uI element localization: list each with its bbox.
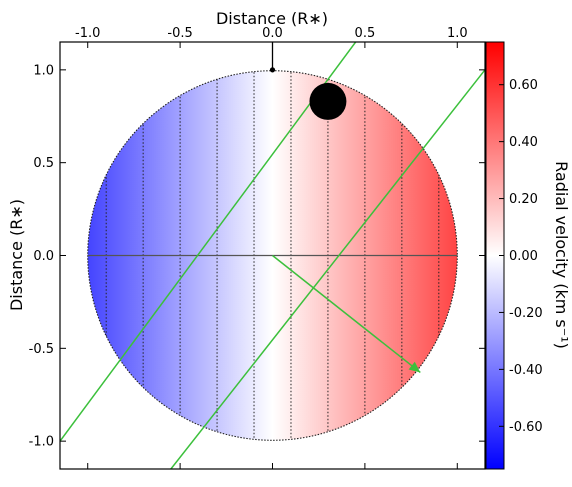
y-tick-label: 1.0 — [33, 63, 54, 78]
stellar-spin-axis-base — [269, 67, 276, 73]
y-axis-ticks: 1.0 0.5 0.0 -0.5 -1.0 — [29, 63, 485, 450]
x-axis-title: Distance (R∗) — [216, 9, 328, 28]
overlay-layer — [60, 42, 485, 469]
x-tick-label: -1.0 — [75, 26, 100, 41]
colorbar-tick-label: 0.40 — [509, 135, 538, 150]
y-axis-title: Distance (R∗) — [7, 199, 26, 311]
x-axis-ticks: -1.0 -0.5 0.0 0.5 1.0 — [75, 26, 468, 469]
colorbar-tick-label: -0.20 — [509, 306, 543, 321]
planet — [309, 82, 347, 120]
x-tick-label: 0.5 — [355, 26, 376, 41]
y-tick-label: 0.5 — [33, 156, 54, 171]
x-tick-label: 0.0 — [262, 26, 283, 41]
colorbar-tick-label: 0.60 — [509, 78, 538, 93]
orbit-arrow-head — [408, 361, 421, 373]
y-tick-label: 0.0 — [33, 249, 54, 264]
colorbar-tick-label: 0.00 — [509, 249, 538, 264]
x-tick-label: -0.5 — [167, 26, 192, 41]
transit-chord-line — [170, 69, 485, 469]
colorbar-label: Radial velocity (km s⁻¹) — [552, 161, 571, 349]
colorbar-tick-label: -0.60 — [509, 420, 543, 435]
x-tick-label: 1.0 — [447, 26, 468, 41]
y-tick-label: -0.5 — [29, 342, 54, 357]
y-tick-label: -1.0 — [29, 435, 54, 450]
orbit-direction-arrow — [272, 254, 421, 374]
colorbar-tick-label: 0.20 — [509, 192, 538, 207]
transit-chord-line — [60, 42, 357, 442]
colorbar-ticks: 0.60 0.40 0.20 0.00 -0.20 -0.40 -0.60 — [499, 78, 543, 435]
colorbar-tick-label: -0.40 — [509, 363, 543, 378]
